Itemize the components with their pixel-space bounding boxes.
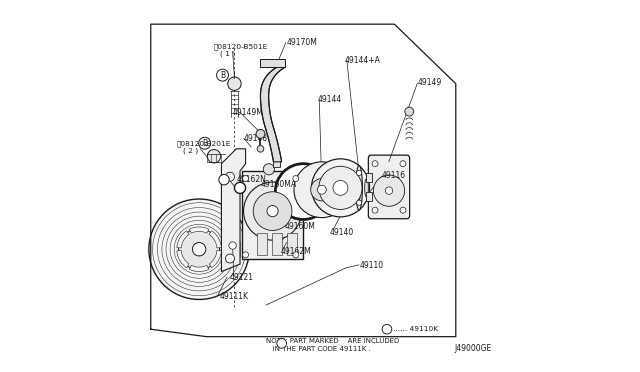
Text: 49121: 49121	[230, 273, 254, 282]
Text: 49170M: 49170M	[287, 38, 317, 47]
Circle shape	[179, 229, 220, 270]
Text: 49160M: 49160M	[285, 222, 316, 231]
Circle shape	[267, 205, 278, 217]
Circle shape	[225, 254, 234, 263]
Polygon shape	[260, 67, 285, 162]
Text: 49149: 49149	[417, 78, 442, 87]
Bar	[271, 232, 282, 255]
Circle shape	[319, 166, 362, 209]
Circle shape	[228, 77, 241, 90]
Ellipse shape	[356, 166, 362, 210]
Polygon shape	[177, 251, 189, 268]
Circle shape	[333, 180, 348, 195]
Circle shape	[257, 145, 264, 152]
Circle shape	[312, 159, 369, 217]
Polygon shape	[189, 227, 209, 233]
Circle shape	[400, 207, 406, 213]
Text: ( 2 ): ( 2 )	[183, 147, 198, 154]
Text: J49000GE: J49000GE	[454, 344, 491, 353]
FancyBboxPatch shape	[369, 155, 410, 219]
Polygon shape	[209, 251, 221, 268]
Text: 49144+A: 49144+A	[344, 56, 380, 65]
Text: 49144: 49144	[317, 95, 342, 104]
Text: 49160MA: 49160MA	[260, 180, 296, 189]
Circle shape	[382, 324, 392, 334]
Circle shape	[275, 164, 331, 219]
Text: 49162N: 49162N	[237, 175, 266, 184]
Circle shape	[356, 170, 362, 176]
Text: 49148: 49148	[338, 196, 362, 205]
Circle shape	[256, 129, 265, 138]
Circle shape	[372, 207, 378, 213]
Bar	[242, 171, 303, 259]
Text: 49148: 49148	[244, 134, 268, 143]
Circle shape	[373, 175, 404, 206]
Circle shape	[166, 216, 232, 282]
Circle shape	[207, 150, 221, 163]
Text: IN THE PART CODE 49111K .: IN THE PART CODE 49111K .	[266, 346, 371, 352]
Bar	[365, 192, 372, 201]
Text: 49110: 49110	[360, 261, 384, 270]
Polygon shape	[209, 231, 221, 248]
Circle shape	[372, 161, 378, 167]
Text: Ⓒ08120-B501E: Ⓒ08120-B501E	[214, 43, 268, 50]
Circle shape	[199, 137, 211, 149]
Circle shape	[219, 174, 229, 185]
Circle shape	[244, 182, 301, 240]
Circle shape	[170, 220, 228, 278]
Circle shape	[293, 176, 299, 182]
Bar	[365, 173, 372, 182]
Circle shape	[294, 162, 349, 218]
Circle shape	[193, 243, 206, 256]
Circle shape	[317, 185, 326, 194]
Text: a: a	[222, 177, 226, 183]
Circle shape	[253, 192, 292, 230]
Circle shape	[157, 208, 241, 291]
Circle shape	[356, 200, 362, 205]
Circle shape	[310, 179, 333, 201]
Circle shape	[174, 224, 224, 274]
Text: B: B	[202, 139, 207, 148]
Circle shape	[263, 164, 275, 175]
Text: NOTE: PART MARKED    ARE INCLUDED: NOTE: PART MARKED ARE INCLUDED	[266, 339, 399, 344]
Text: 49149M: 49149M	[232, 108, 264, 117]
Polygon shape	[221, 149, 246, 272]
Text: b: b	[280, 340, 284, 346]
Polygon shape	[189, 265, 209, 272]
Bar	[260, 59, 285, 67]
Circle shape	[234, 182, 246, 193]
Circle shape	[385, 187, 393, 194]
Text: 49116: 49116	[381, 171, 406, 180]
Bar	[273, 158, 280, 167]
Circle shape	[400, 161, 406, 167]
Text: B: B	[220, 71, 225, 80]
Text: 49162M: 49162M	[281, 247, 312, 256]
Circle shape	[216, 69, 228, 81]
Polygon shape	[177, 231, 189, 248]
Bar	[257, 232, 267, 255]
Circle shape	[243, 252, 248, 258]
Text: ...... 49110K: ...... 49110K	[393, 326, 438, 332]
Ellipse shape	[365, 179, 369, 197]
Circle shape	[293, 252, 299, 258]
Text: Ⓒ08120-B201E: Ⓒ08120-B201E	[177, 140, 231, 147]
Text: a: a	[385, 326, 389, 332]
Text: ( 1 ): ( 1 )	[220, 51, 236, 57]
Bar	[287, 232, 297, 255]
Text: 49111K: 49111K	[220, 292, 248, 301]
Circle shape	[225, 172, 234, 181]
Text: 49140: 49140	[330, 228, 353, 237]
Circle shape	[152, 203, 246, 296]
Circle shape	[162, 212, 236, 286]
Circle shape	[229, 242, 236, 249]
Circle shape	[243, 176, 248, 182]
Circle shape	[277, 339, 287, 348]
Circle shape	[149, 199, 250, 299]
Circle shape	[405, 107, 413, 116]
